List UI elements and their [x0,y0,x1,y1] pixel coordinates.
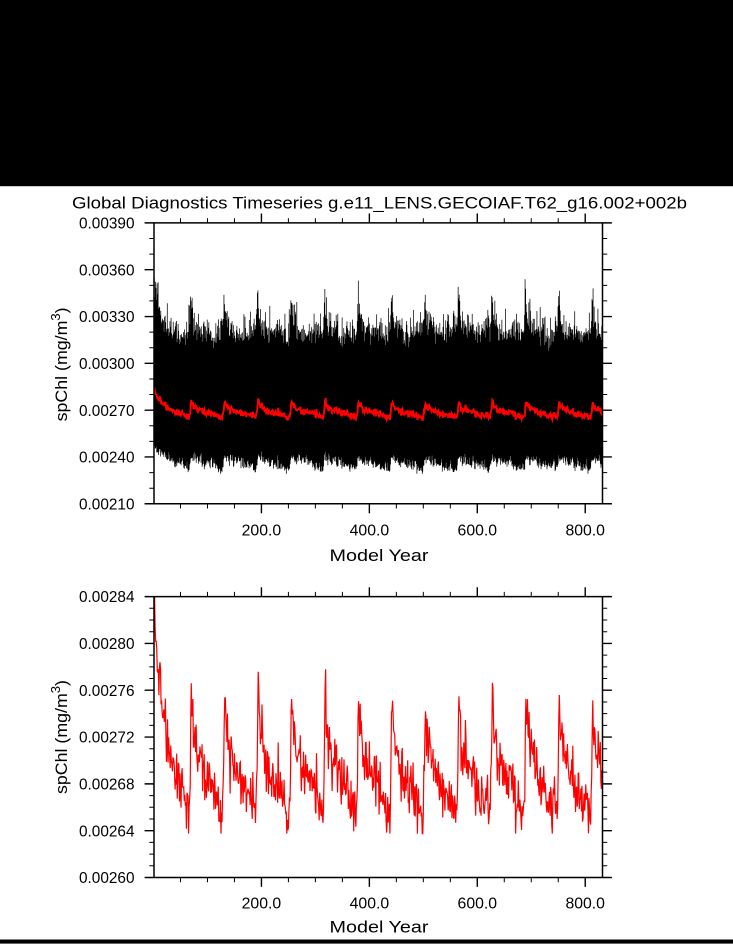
svg-text:0.00280: 0.00280 [79,636,135,653]
svg-text:200.0: 200.0 [242,522,282,539]
svg-text:Model Year: Model Year [330,918,429,937]
svg-text:Global Diagnostics Timeseries: Global Diagnostics Timeseries g.e11_LENS… [72,194,687,212]
svg-text:spChl (mg/m3): spChl (mg/m3) [49,307,71,421]
svg-text:0.00272: 0.00272 [79,730,135,747]
svg-text:0.00268: 0.00268 [79,776,135,793]
svg-text:600.0: 600.0 [458,896,498,913]
svg-text:0.00330: 0.00330 [79,309,135,326]
svg-text:400.0: 400.0 [350,896,390,913]
svg-text:800.0: 800.0 [565,896,605,913]
svg-text:0.00240: 0.00240 [79,450,135,467]
svg-text:600.0: 600.0 [458,522,498,539]
svg-text:0.00300: 0.00300 [79,356,135,373]
svg-text:Model Year: Model Year [330,546,429,565]
svg-text:0.00360: 0.00360 [79,262,135,279]
svg-text:0.00210: 0.00210 [79,496,135,513]
svg-text:0.00270: 0.00270 [79,403,135,420]
svg-text:0.00276: 0.00276 [79,683,135,700]
svg-text:0.00260: 0.00260 [79,870,135,887]
svg-text:200.0: 200.0 [242,896,282,913]
svg-text:spChl (mg/m3): spChl (mg/m3) [49,680,71,794]
svg-text:0.00390: 0.00390 [79,216,135,233]
svg-text:800.0: 800.0 [565,522,605,539]
svg-text:400.0: 400.0 [350,522,390,539]
svg-text:0.00284: 0.00284 [79,589,135,606]
svg-text:0.00264: 0.00264 [79,823,135,840]
